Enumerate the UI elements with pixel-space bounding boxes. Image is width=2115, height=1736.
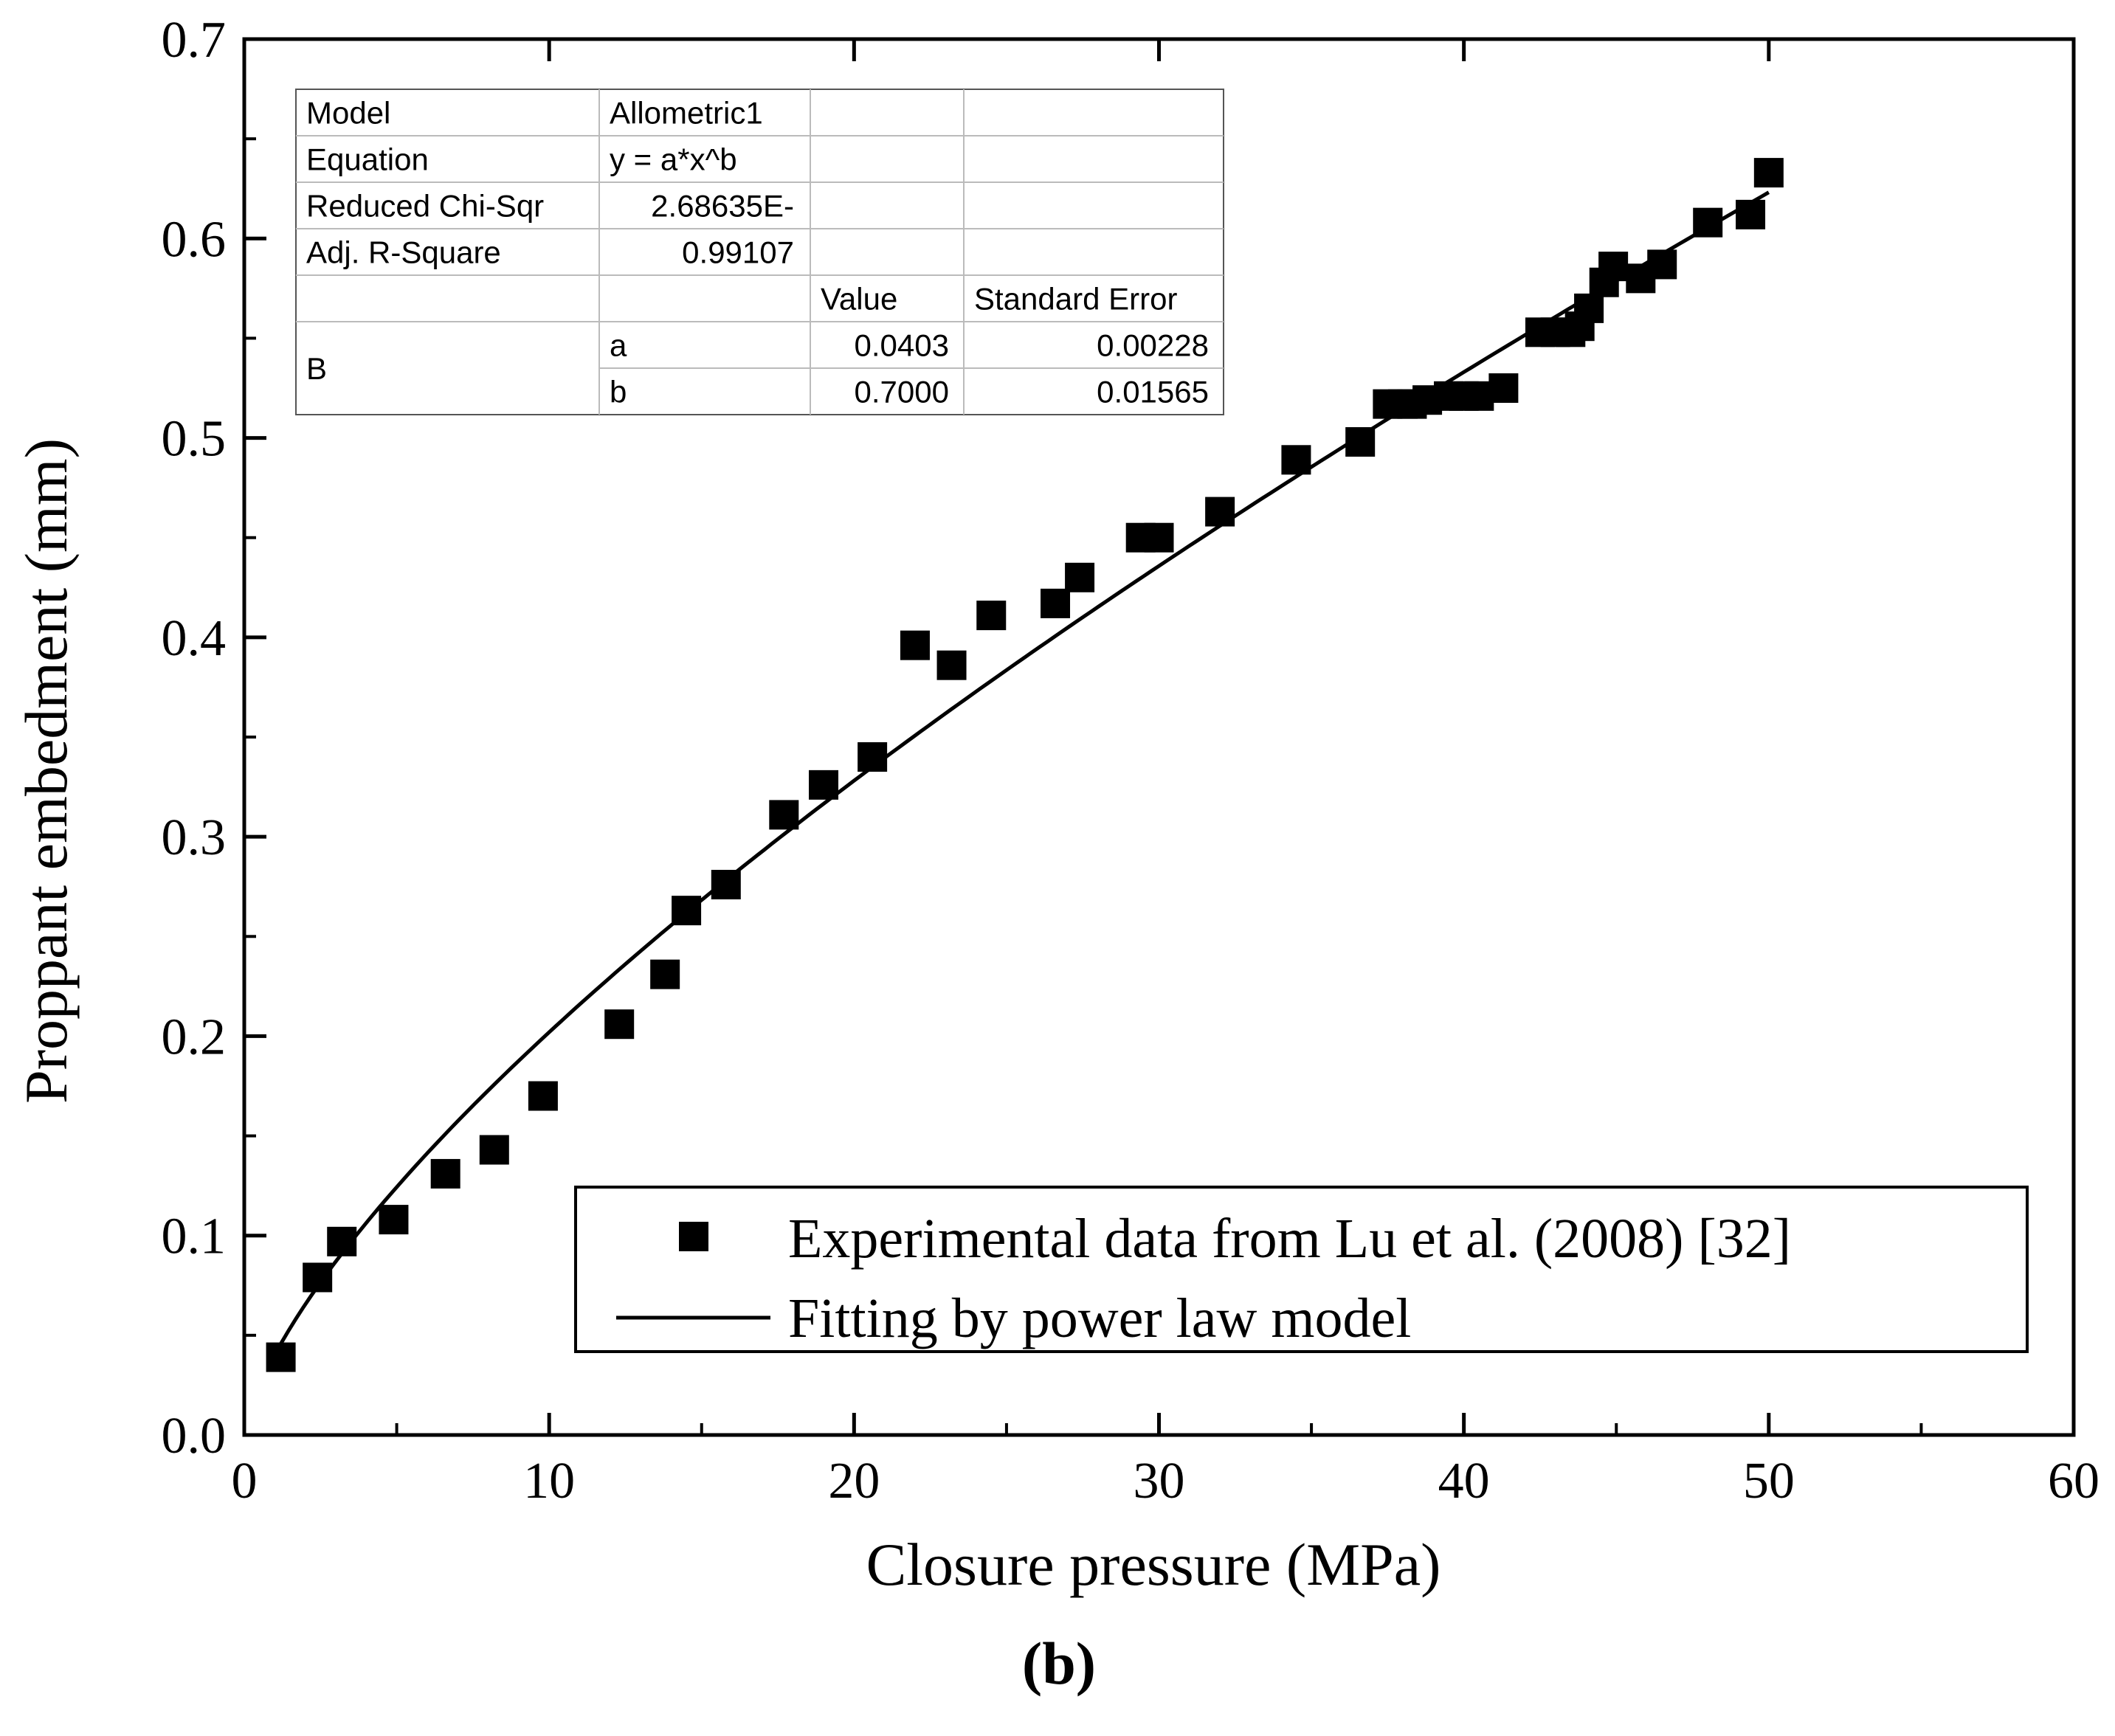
y-axis-title: Proppant embedment (mm) bbox=[13, 438, 80, 1104]
fit-table-cell: Value bbox=[821, 282, 897, 317]
data-point bbox=[379, 1205, 409, 1235]
y-tick-label: 0.6 bbox=[162, 211, 227, 268]
fit-table-cell: 2.68635E- bbox=[651, 189, 794, 224]
x-tick-label: 60 bbox=[2048, 1453, 2100, 1510]
x-tick-label: 20 bbox=[828, 1453, 880, 1510]
fit-table-cell: 0.99107 bbox=[682, 235, 794, 270]
x-tick-label: 0 bbox=[232, 1453, 258, 1510]
fit-table-cell: y = a*x^b bbox=[610, 142, 737, 177]
figure-caption: (b) bbox=[1022, 1630, 1096, 1697]
fit-table-cell: 0.7000 bbox=[855, 375, 949, 409]
legend-marker-square bbox=[679, 1222, 708, 1251]
data-point bbox=[769, 800, 799, 830]
legend-box bbox=[574, 1186, 2029, 1353]
data-points bbox=[266, 158, 1784, 1372]
fit-table: Model Allometric1 Equation y = a*x^b Reduced… bbox=[295, 89, 1224, 415]
y-tick-label: 0.7 bbox=[162, 12, 227, 69]
data-point bbox=[711, 870, 741, 900]
x-tick-label: 50 bbox=[1743, 1453, 1795, 1510]
data-point bbox=[858, 742, 888, 772]
fit-table-cell: 0.01565 bbox=[1097, 375, 1209, 409]
x-tick-label: 10 bbox=[523, 1453, 575, 1510]
data-point bbox=[1647, 249, 1677, 280]
x-tick-label: 30 bbox=[1134, 1453, 1185, 1510]
fit-table-frame bbox=[295, 89, 1224, 415]
y-tick-label: 0.2 bbox=[162, 1009, 227, 1065]
data-point bbox=[1041, 588, 1071, 618]
fit-table-cell: a bbox=[610, 328, 627, 363]
fit-table-cell: 0.0403 bbox=[855, 328, 949, 363]
axis-ticks bbox=[242, 37, 2076, 1437]
data-point bbox=[1598, 252, 1629, 282]
fit-table-cell: 0.00228 bbox=[1097, 328, 1209, 363]
fit-table-cell: B bbox=[306, 351, 327, 386]
legend: Experimental data from Lu et al. (2008) … bbox=[574, 1186, 2029, 1353]
data-point bbox=[479, 1135, 509, 1165]
x-tick-label: 40 bbox=[1438, 1453, 1490, 1510]
data-point bbox=[809, 770, 839, 800]
data-point bbox=[936, 650, 967, 680]
data-point bbox=[604, 1009, 635, 1040]
data-point bbox=[672, 896, 702, 926]
data-point bbox=[430, 1158, 460, 1189]
axis-tick-labels: 0 10 20 30 40 50 60 0.0 0.1 0.2 0.3 0.4 0.5 0.6 0.7 bbox=[162, 12, 2100, 1510]
y-tick-label: 0.5 bbox=[162, 411, 227, 468]
data-point bbox=[327, 1226, 357, 1256]
data-point bbox=[1065, 562, 1095, 592]
data-point bbox=[1205, 497, 1235, 527]
legend-label-fit: Fitting by power law model bbox=[788, 1287, 1411, 1349]
fit-table-cell: Allometric1 bbox=[610, 96, 763, 131]
fit-table-cell: Model bbox=[306, 96, 390, 131]
fit-table-cell: Equation bbox=[306, 142, 429, 177]
data-point bbox=[1281, 445, 1311, 475]
data-point bbox=[1736, 199, 1766, 229]
data-point bbox=[1144, 522, 1174, 553]
y-tick-label: 0.1 bbox=[162, 1208, 227, 1265]
legend-label-experimental: Experimental data from Lu et al. (2008) … bbox=[788, 1208, 1791, 1270]
data-point bbox=[266, 1342, 296, 1372]
data-point bbox=[303, 1262, 333, 1293]
fit-table-cell: Reduced Chi-Sqr bbox=[306, 189, 544, 224]
fit-table-cell: Adj. R-Square bbox=[306, 235, 501, 270]
y-tick-label: 0.4 bbox=[162, 610, 227, 667]
data-point bbox=[1345, 426, 1376, 457]
y-tick-label: 0.3 bbox=[162, 809, 227, 866]
fit-table-cell: b bbox=[610, 375, 627, 409]
data-point bbox=[900, 630, 930, 660]
y-tick-label: 0.0 bbox=[162, 1408, 227, 1464]
data-point bbox=[650, 959, 680, 989]
data-point bbox=[976, 601, 1007, 631]
fit-table-cell: Standard Error bbox=[974, 282, 1177, 317]
data-point bbox=[528, 1081, 558, 1111]
data-point bbox=[1753, 158, 1784, 188]
plot-frame bbox=[242, 37, 2076, 1437]
x-axis-title: Closure pressure (MPa) bbox=[866, 1531, 1441, 1598]
data-point bbox=[1574, 293, 1604, 323]
fit-curve bbox=[279, 190, 1770, 1345]
data-point bbox=[1488, 373, 1519, 403]
data-point bbox=[1693, 207, 1723, 238]
